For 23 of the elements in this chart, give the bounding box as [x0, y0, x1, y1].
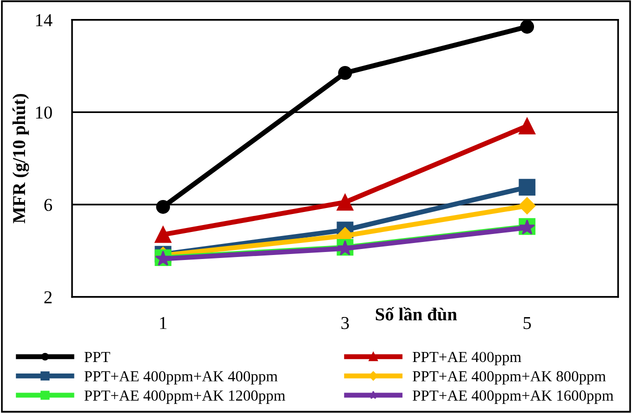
legend-label: PPT+AE 400ppm+AK 1200ppm: [84, 390, 286, 404]
point: [336, 194, 354, 211]
point: [156, 200, 170, 214]
point: [520, 20, 534, 34]
y-tick-label: 14: [36, 14, 52, 26]
x-tick-label: 5: [524, 317, 531, 330]
y-axis-title: MFR (g/10 phút): [12, 94, 29, 224]
legend-label: PPT: [84, 352, 110, 362]
legend-label: PPT+AE 400ppm+AK 800ppm: [412, 371, 606, 385]
point: [518, 197, 536, 214]
point: [154, 226, 172, 243]
y-tick-label: 2: [44, 291, 52, 304]
x-tick-label: 1: [160, 317, 166, 329]
x-tick-label: 3: [341, 316, 349, 330]
legend-label: PPT+AE 400ppm+AK 400ppm: [84, 371, 278, 385]
point: [518, 118, 536, 134]
point: [338, 66, 352, 80]
legend-label: PPT+AE 400ppm: [412, 352, 522, 366]
y-tick-label: 10: [36, 106, 52, 119]
y-tick-label: 6: [44, 198, 52, 212]
legend-label: PPT+AE 400ppm+AK 1600ppm: [412, 390, 614, 404]
x-axis-title: Số lần đùn: [376, 307, 457, 321]
point: [518, 178, 536, 196]
